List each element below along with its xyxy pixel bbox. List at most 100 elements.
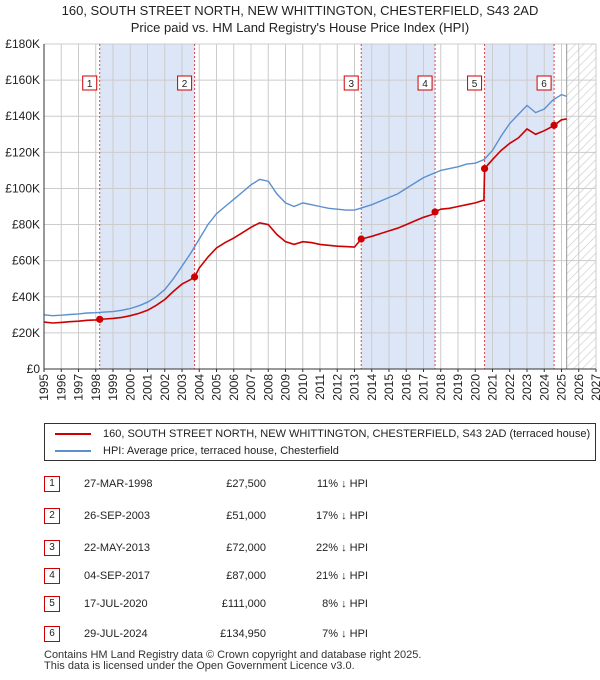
x-tick-label: 2010 <box>296 374 310 401</box>
x-tick-label: 2012 <box>330 374 344 401</box>
sale-label-box <box>82 75 98 91</box>
x-tick-label: 2005 <box>210 374 224 401</box>
sale-label: 3 <box>348 79 354 90</box>
shaded-period <box>361 44 436 369</box>
sale-label: 1 <box>87 79 93 90</box>
title-line-2: Price paid vs. HM Land Registry's House … <box>130 20 470 35</box>
legend: 160, SOUTH STREET NORTH, NEW WHITTINGTON… <box>44 423 596 461</box>
transaction-hpi: 7% ↓ HPI <box>322 628 368 640</box>
x-tick-label: 2013 <box>348 374 362 401</box>
x-tick-label: 1996 <box>54 374 68 401</box>
transaction-hpi: 21% ↓ HPI <box>316 570 368 582</box>
x-tick-label: 2003 <box>175 374 189 401</box>
y-tick-label: £0 <box>27 362 41 376</box>
table-row: 1 27-MAR-1998 £27,500 11% ↓ HPI <box>44 474 384 494</box>
footer-copyright: Contains HM Land Registry data © Crown c… <box>44 649 422 661</box>
legend-label-hpi: HPI: Average price, terraced house, Ches… <box>103 445 339 457</box>
x-tick-label: 2002 <box>158 374 172 401</box>
property-series-line <box>44 118 567 324</box>
y-tick-label: £20K <box>12 326 40 340</box>
x-tick-label: 1998 <box>89 374 103 401</box>
y-tick-label: £160K <box>5 73 40 87</box>
footer: Contains HM Land Registry data © Crown c… <box>44 650 594 672</box>
sale-point <box>431 208 439 216</box>
x-tick-label: 2020 <box>468 374 482 401</box>
hpi-series-line <box>44 93 567 317</box>
transaction-hpi: 11% ↓ HPI <box>316 478 368 490</box>
sale-point <box>190 273 199 281</box>
x-tick-label: 1997 <box>72 374 86 401</box>
y-tick-label: £140K <box>5 109 40 123</box>
sale-label: 5 <box>472 79 478 90</box>
sale-label: 4 <box>422 79 428 90</box>
transaction-price: £111,000 <box>221 598 266 610</box>
sale-label-box <box>417 75 433 91</box>
y-tick-label: £180K <box>5 37 40 51</box>
transaction-price: £27,500 <box>226 478 266 490</box>
transaction-hpi: 22% ↓ HPI <box>316 542 368 554</box>
transaction-number: 3 <box>44 540 60 556</box>
transaction-date: 22-MAY-2013 <box>84 542 151 554</box>
x-tick-label: 2018 <box>434 374 448 401</box>
x-tick-label: 2023 <box>520 374 534 401</box>
transaction-number: 6 <box>44 626 60 642</box>
y-tick-label: £120K <box>5 145 40 159</box>
x-tick-label: 2000 <box>123 374 137 401</box>
x-tick-label: 2026 <box>572 374 586 401</box>
table-row: 6 29-JUL-2024 £134,950 7% ↓ HPI <box>44 624 384 644</box>
transaction-date: 27-MAR-1998 <box>84 478 153 490</box>
footer-licence: This data is licensed under the Open Gov… <box>44 660 355 672</box>
legend-swatch-hpi <box>55 450 91 453</box>
x-tick-label: 2015 <box>382 374 396 401</box>
legend-item-property: 160, SOUTH STREET NORTH, NEW WHITTINGTON… <box>55 426 590 442</box>
transaction-date: 17-JUL-2020 <box>84 598 148 610</box>
x-tick-label: 2017 <box>417 374 431 401</box>
transaction-date: 04-SEP-2017 <box>84 570 151 582</box>
sale-point <box>357 235 365 243</box>
price-chart: 1 2 3 4 5 6 £0 £20K £40K £60K £80K £100K £120K £140K… <box>5 37 600 401</box>
x-tick-label: 2021 <box>486 374 500 401</box>
x-tick-label: 2009 <box>279 374 293 401</box>
x-tick-label: 1999 <box>106 374 120 401</box>
table-row: 2 26-SEP-2003 £51,000 17% ↓ HPI <box>44 506 384 526</box>
x-tick-label: 2006 <box>227 374 241 401</box>
sale-label-box <box>536 75 552 91</box>
sale-point <box>96 315 104 323</box>
forecast-region <box>566 44 596 369</box>
transaction-date: 29-JUL-2024 <box>84 628 148 640</box>
transaction-hpi: 8% ↓ HPI <box>322 598 368 610</box>
legend-item-hpi: HPI: Average price, terraced house, Ches… <box>55 443 339 459</box>
x-tick-label: 2004 <box>192 374 206 401</box>
chart-title: 160, SOUTH STREET NORTH, NEW WHITTINGTON… <box>0 2 600 36</box>
sale-label: 6 <box>541 79 547 90</box>
x-tick-label: 2027 <box>589 374 600 401</box>
x-tick-label: 2014 <box>365 374 379 401</box>
sale-label-box <box>343 75 359 91</box>
sale-label: 2 <box>182 79 188 90</box>
x-tick-label: 1995 <box>37 374 51 401</box>
sale-point <box>480 164 489 173</box>
legend-swatch-property <box>55 433 91 436</box>
x-tick-label: 2016 <box>399 374 413 401</box>
transaction-number: 1 <box>44 476 60 492</box>
x-tick-label: 2008 <box>261 374 275 401</box>
sale-point <box>550 121 558 129</box>
y-tick-label: £60K <box>12 254 40 268</box>
table-row: 3 22-MAY-2013 £72,000 22% ↓ HPI <box>44 538 384 558</box>
shaded-period <box>484 44 555 369</box>
transaction-price: £51,000 <box>226 510 266 522</box>
sale-label-box <box>467 75 483 91</box>
transaction-date: 26-SEP-2003 <box>84 510 151 522</box>
transaction-hpi: 17% ↓ HPI <box>316 510 368 522</box>
y-tick-label: £100K <box>5 181 40 195</box>
x-tick-label: 2019 <box>451 374 465 401</box>
x-tick-label: 2001 <box>141 374 155 401</box>
x-tick-label: 2007 <box>244 374 258 401</box>
table-row: 5 17-JUL-2020 £111,000 8% ↓ HPI <box>44 594 384 614</box>
legend-label-property: 160, SOUTH STREET NORTH, NEW WHITTINGTON… <box>103 428 591 440</box>
x-tick-label: 2024 <box>537 374 551 401</box>
transaction-price: £87,000 <box>226 570 266 582</box>
transaction-price: £134,950 <box>220 628 266 640</box>
transaction-price: £72,000 <box>226 542 266 554</box>
y-tick-label: £40K <box>12 290 40 304</box>
